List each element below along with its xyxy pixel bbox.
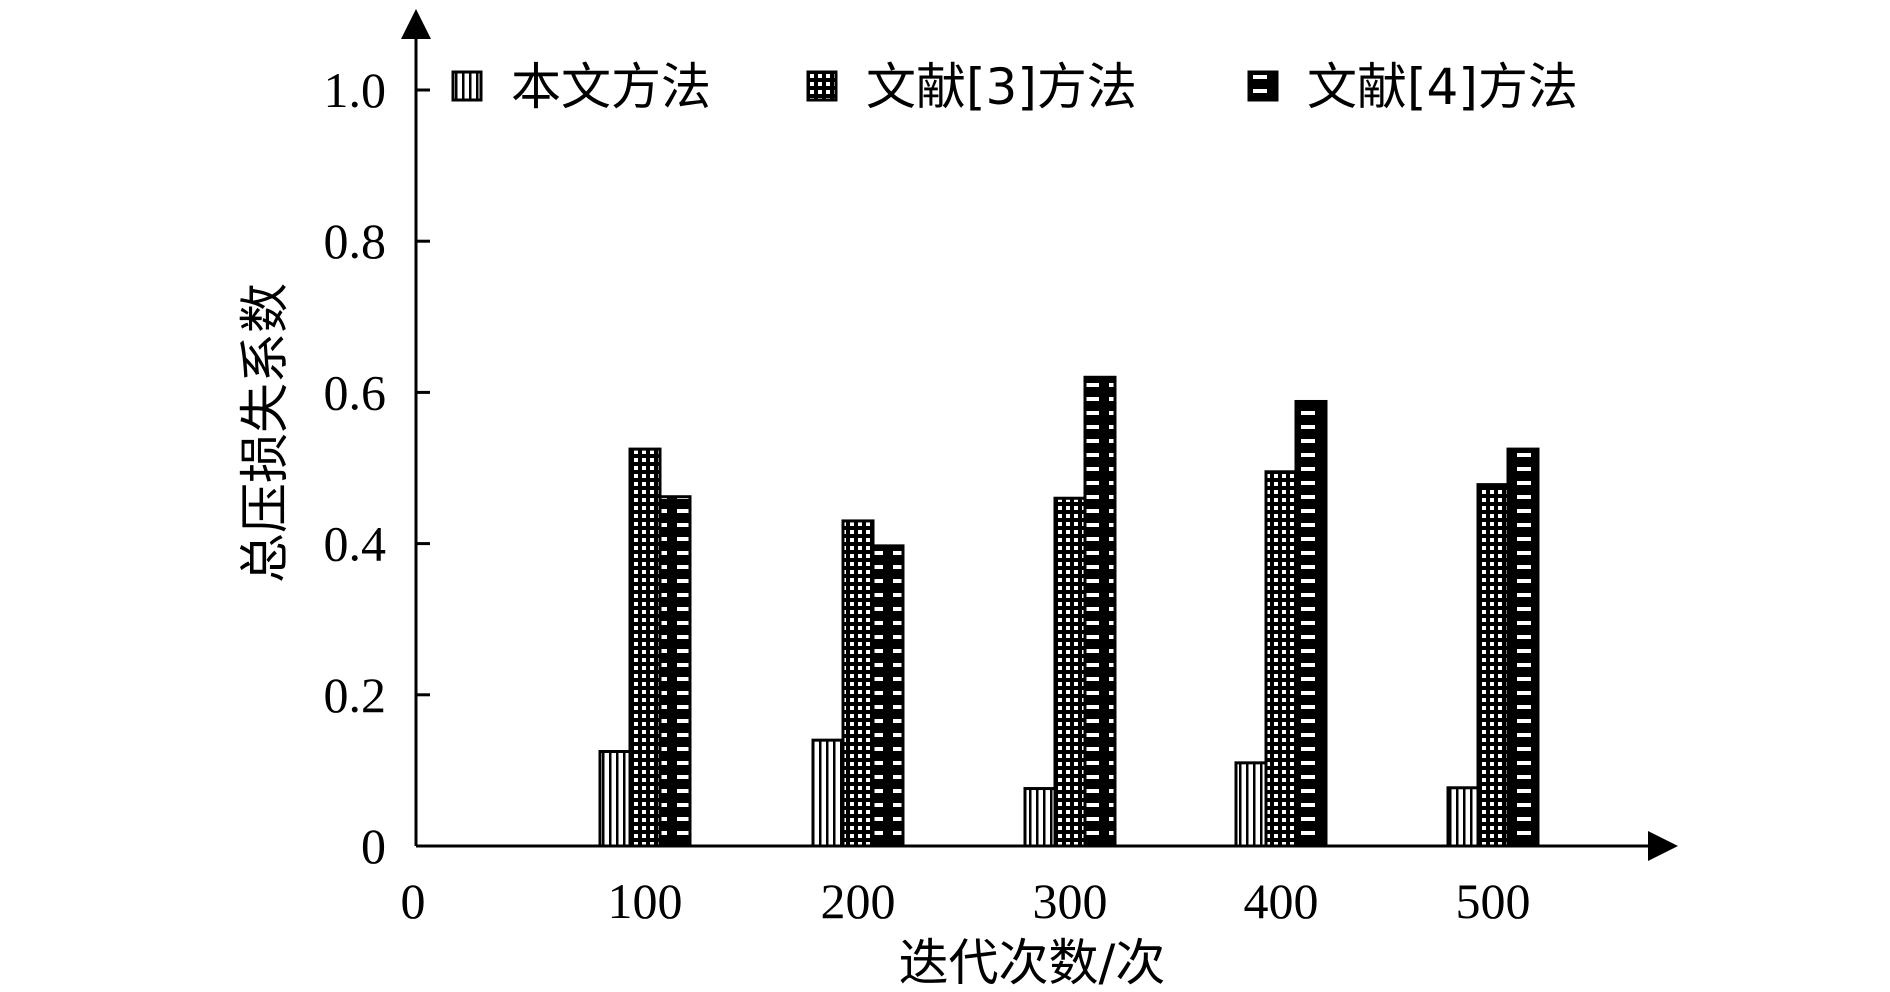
bar-series-1-500 [1446,786,1480,848]
y-tick-label: 0 [361,818,386,874]
y-axis-ticks: 0 0.2 0.4 0.6 0.8 1.0 [324,62,430,874]
bar-series-3-100 [658,495,692,848]
x-tick-label: 300 [1033,873,1108,929]
x-axis-title: 迭代次数/次 [899,934,1166,992]
bar-series-3-400 [1294,399,1328,848]
x-tick-label: 0 [401,873,426,929]
bar-series-3-500 [1506,447,1540,848]
bar-series-2-300 [1053,496,1087,848]
y-tick-label: 0.4 [324,516,387,572]
legend-swatch [1247,70,1279,102]
bar-series-1-200 [811,738,845,848]
x-tick-label: 500 [1456,873,1531,929]
bar-series-1-400 [1234,761,1268,848]
bar-series-3-200 [871,544,905,848]
legend-swatch [451,70,483,102]
bar-series-3-300 [1083,375,1117,848]
bar-series-2-100 [628,447,662,848]
x-tick-label: 200 [821,873,896,929]
y-tick-label: 0.6 [324,364,387,420]
y-tick-label: 0.2 [324,667,387,723]
legend-swatch [806,70,838,102]
legend-label: 文献[4]方法 [1307,58,1578,116]
bar-series-1-300 [1023,787,1057,848]
x-tick-label: 100 [608,873,683,929]
y-tick-label: 0.8 [324,213,387,269]
bars-group [598,375,1540,848]
y-tick-label: 1.0 [324,62,387,118]
legend: 本文方法 文献[3]方法 文献[4]方法 [451,58,1578,116]
y-axis-title: 总压损失系数 [236,283,294,583]
bar-series-2-500 [1476,483,1510,848]
x-tick-label: 400 [1244,873,1319,929]
legend-label: 文献[3]方法 [866,58,1137,116]
x-axis-ticks: 0 100 200 300 400 500 [401,873,1531,929]
bar-series-1-100 [598,750,632,848]
legend-label: 本文方法 [511,58,711,116]
bar-series-2-400 [1264,470,1298,848]
bar-series-2-200 [841,519,875,848]
